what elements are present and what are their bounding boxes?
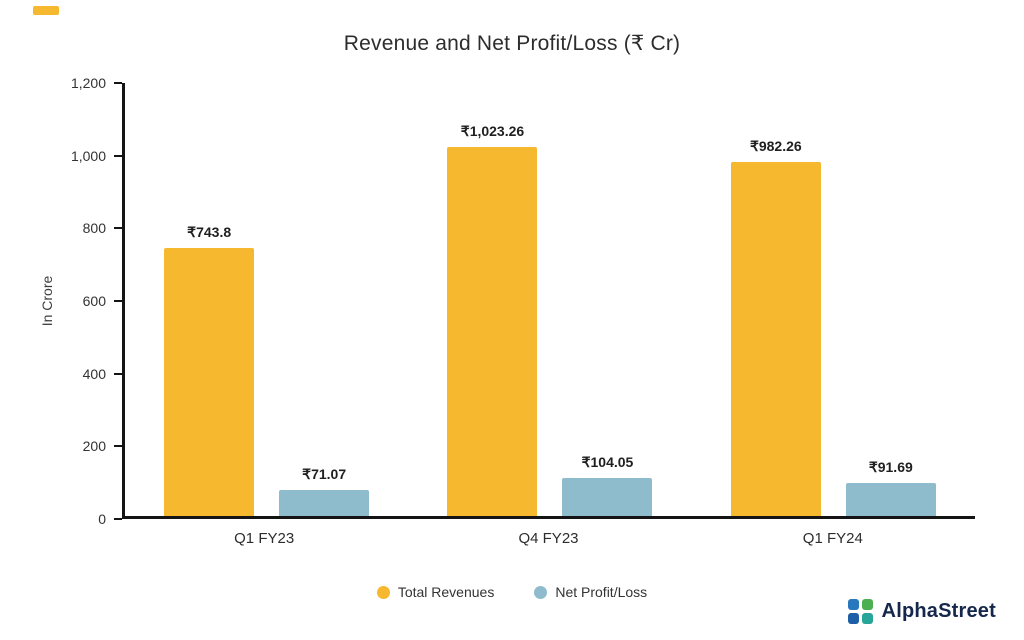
brand-name: AlphaStreet [881,600,996,622]
bar-groups: ₹743.8 ₹71.07 ₹1,023.26 ₹104.05 ₹982.26 ₹91.6… [125,83,975,516]
y-tick-mark [114,82,122,84]
bar-column: ₹104.05 [562,83,653,516]
bar-column: ₹743.8 [164,83,255,516]
y-tick-label: 400 [82,365,106,382]
y-tick-label: 800 [82,220,106,237]
y-tick-label: 1,000 [70,147,106,164]
y-tick-label: 600 [82,293,106,309]
y-tick-label: 1,200 [70,75,106,91]
y-tick-label: 200 [82,438,106,455]
bar-column: ₹71.07 [279,83,370,516]
y-tick-mark [114,154,122,157]
plot-area: ₹743.8 ₹71.07 ₹1,023.26 ₹104.05 ₹982.26 ₹91.6… [122,83,975,519]
y-tick-mark [114,372,122,375]
bar-column: ₹1,023.26 [447,83,538,516]
bar-value-label: ₹743.8 [187,223,232,240]
x-tick-label: Q1 FY24 [802,530,863,547]
bar-total-revenues [730,161,821,516]
bar-group: ₹743.8 ₹71.07 [164,83,370,516]
bar-net-profit-loss [279,490,370,516]
y-tick-mark [114,300,122,302]
bar-value-label: ₹71.07 [302,466,347,483]
bar-value-label: ₹1,023.26 [460,122,525,139]
legend-item: Net Profit/Loss [534,584,647,600]
x-tick-label: Q1 FY23 [234,530,295,547]
x-tick-label: Q4 FY23 [518,530,579,547]
legend-item: Total Revenues [376,584,495,600]
y-tick-mark [114,445,122,448]
bar-group: ₹982.26 ₹91.69 [730,83,936,516]
bar-column: ₹91.69 [845,83,936,516]
bar-value-label: ₹982.26 [749,137,802,154]
bar-total-revenues [447,146,538,516]
y-tick-mark [114,227,122,230]
bar-value-label: ₹91.69 [868,458,913,475]
legend: Total Revenues Net Profit/Loss [0,584,1024,600]
bar-group: ₹1,023.26 ₹104.05 [447,83,653,516]
y-tick-label: 0 [98,511,106,527]
chart-title: Revenue and Net Profit/Loss (₹ Cr) [343,32,681,55]
brand-logo: AlphaStreet [847,598,996,625]
bar-value-label: ₹104.05 [581,454,634,471]
legend-label: Total Revenues [397,584,495,600]
legend-label: Net Profit/Loss [555,584,648,600]
bar-total-revenues [164,247,255,516]
y-tick-mark [114,518,122,520]
y-axis-title: In Crore [39,275,55,327]
alphastreet-flower-icon [847,599,873,624]
decorative-corner-mark [33,6,59,15]
x-axis-labels: Q1 FY23 Q4 FY23 Q1 FY24 [122,530,975,547]
legend-dot-icon [376,585,390,599]
bar-net-profit-loss [845,482,936,516]
bar-net-profit-loss [562,478,653,516]
legend-dot-icon [534,585,548,599]
bar-column: ₹982.26 [730,83,821,516]
